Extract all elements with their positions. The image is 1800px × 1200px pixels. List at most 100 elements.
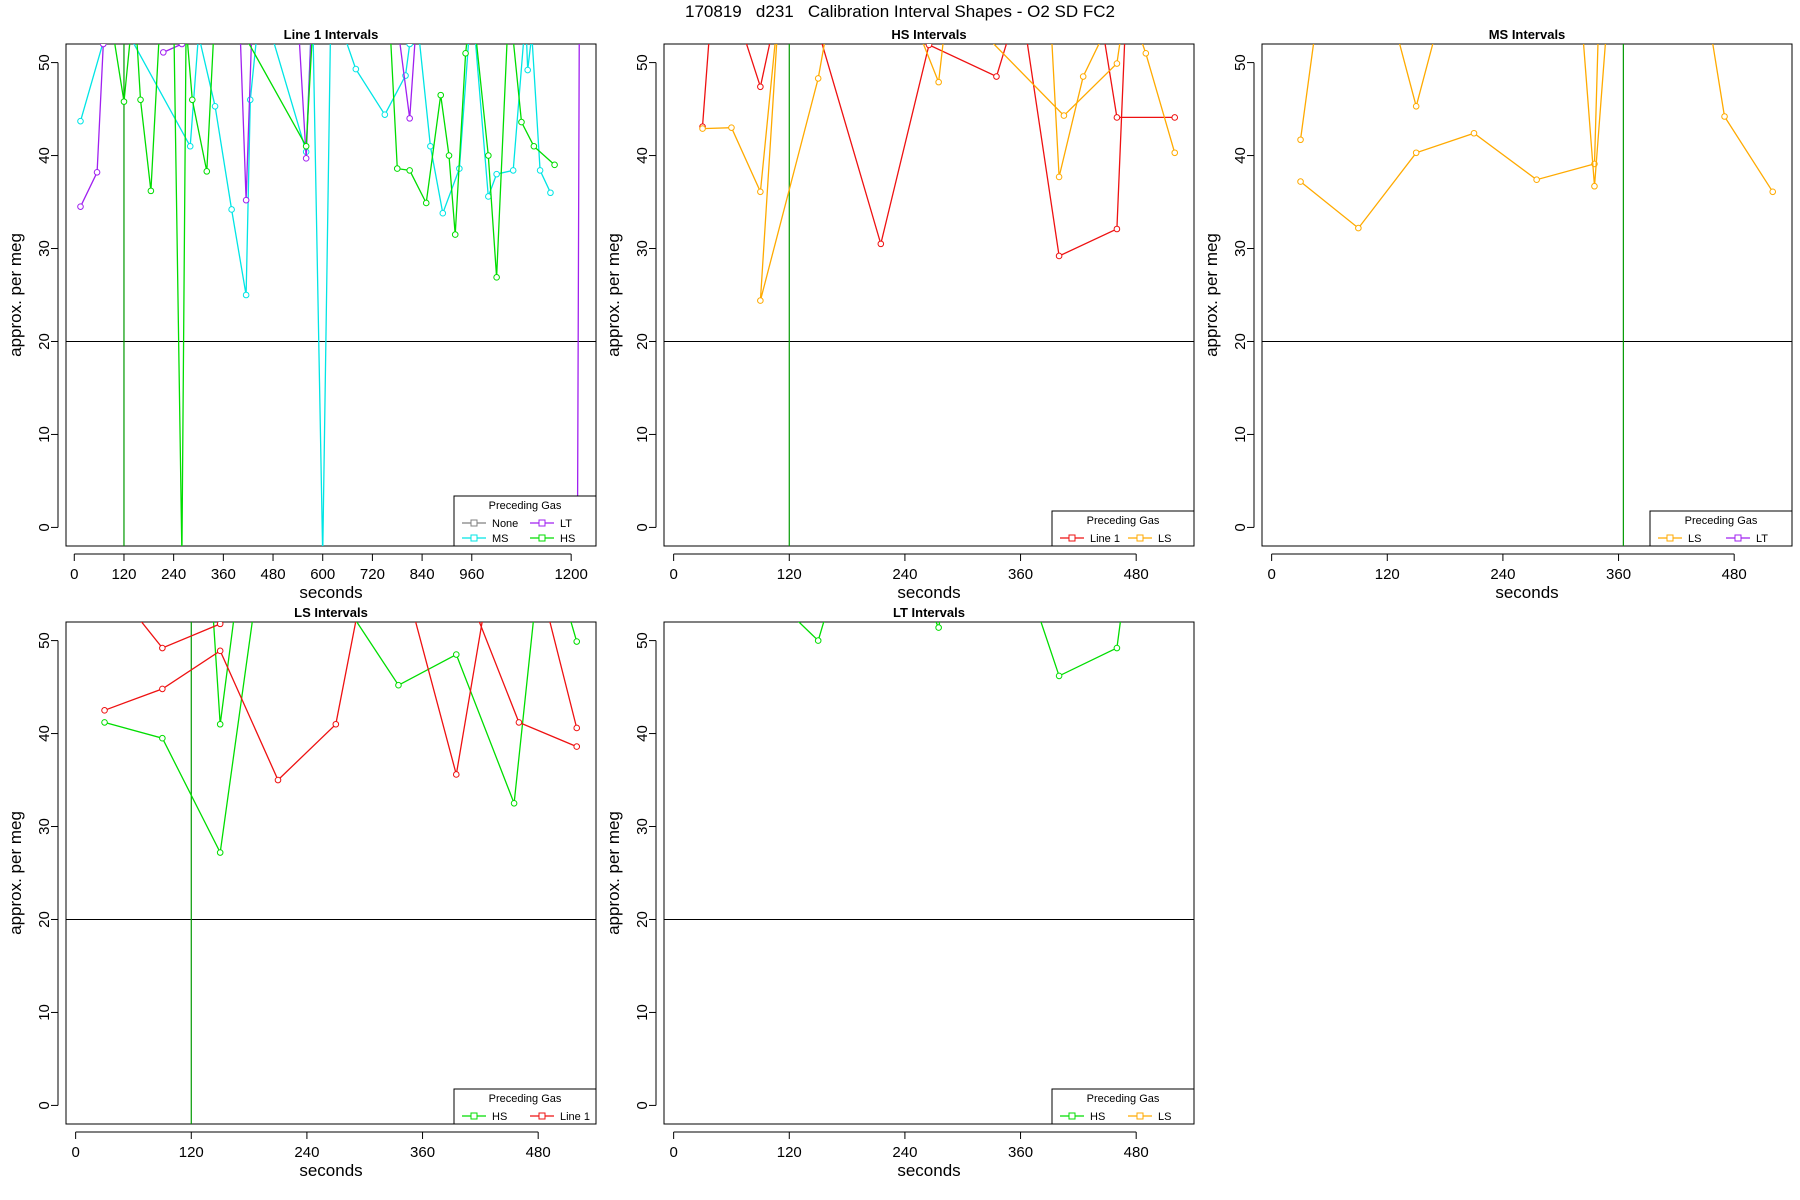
plot-frame bbox=[65, 43, 597, 547]
plot-area bbox=[664, 44, 1194, 546]
series-line bbox=[140, 622, 222, 649]
x-tick-label: 120 bbox=[1375, 566, 1400, 583]
legend-swatch-marker bbox=[470, 1112, 478, 1120]
legend-swatch-marker bbox=[1136, 534, 1144, 542]
y-tick-label: 20 bbox=[36, 911, 53, 928]
data-point bbox=[573, 638, 581, 645]
data-point bbox=[216, 720, 224, 728]
data-point bbox=[439, 209, 447, 217]
y-axis-label: approx. per meg bbox=[604, 811, 623, 935]
y-tick-label: 10 bbox=[36, 1004, 53, 1021]
data-point bbox=[246, 96, 254, 104]
data-point bbox=[159, 644, 166, 652]
data-point bbox=[510, 799, 518, 807]
data-point bbox=[1297, 178, 1304, 185]
data-point bbox=[422, 199, 430, 207]
data-point bbox=[485, 152, 492, 159]
y-tick-label: 0 bbox=[36, 1101, 53, 1109]
data-point bbox=[451, 231, 459, 238]
data-point bbox=[216, 622, 224, 628]
data-point bbox=[203, 168, 211, 175]
data-point bbox=[462, 49, 469, 57]
data-point bbox=[216, 647, 224, 655]
x-tick-label: 120 bbox=[111, 566, 136, 583]
series-line bbox=[104, 622, 578, 855]
data-point bbox=[274, 776, 282, 784]
legend-title: Preceding Gas bbox=[1685, 515, 1758, 527]
data-point bbox=[1113, 60, 1121, 67]
data-point bbox=[228, 206, 235, 213]
plot-area bbox=[1262, 44, 1792, 546]
data-point bbox=[395, 681, 402, 689]
chart-title: HS Intervals bbox=[891, 27, 966, 42]
x-axis-label: seconds bbox=[897, 583, 960, 602]
x-tick-label: 840 bbox=[410, 566, 435, 583]
data-point bbox=[178, 44, 186, 48]
x-tick-label: 120 bbox=[179, 1144, 204, 1161]
x-tick-label: 480 bbox=[1124, 1144, 1149, 1161]
data-point bbox=[1055, 252, 1063, 260]
chart-panel-3: MS Intervals 0 120 240 360 480 seconds 0 10 20 30 4… bbox=[1202, 27, 1793, 602]
y-tick-label: 50 bbox=[1232, 54, 1249, 71]
series-line-1 bbox=[101, 622, 483, 784]
data-point bbox=[493, 274, 500, 281]
x-axis: 0 120 240 360 480 seconds bbox=[71, 1131, 551, 1180]
x-tick-label: 360 bbox=[1606, 566, 1631, 583]
data-point bbox=[493, 170, 500, 178]
series-line bbox=[1051, 44, 1100, 178]
data-point bbox=[352, 65, 360, 73]
legend-entry: MS bbox=[492, 533, 509, 545]
x-axis-label: seconds bbox=[299, 1161, 362, 1180]
y-tick-label: 20 bbox=[36, 333, 53, 350]
y-tick-label: 10 bbox=[634, 1004, 651, 1021]
x-tick-label: 960 bbox=[459, 566, 484, 583]
x-axis: 0 120 240 360 480 seconds bbox=[669, 553, 1149, 602]
data-point bbox=[186, 142, 194, 150]
series-line-1 bbox=[140, 622, 224, 652]
series-line bbox=[163, 44, 580, 546]
data-point bbox=[1079, 73, 1087, 80]
data-point bbox=[242, 196, 250, 204]
y-axis: 0 10 20 30 40 50 approx. per meg bbox=[6, 632, 59, 1110]
x-tick-label: 480 bbox=[526, 1144, 551, 1161]
x-axis: 0 120 240 360 480 600 720 840 960 1200 seconds bbox=[70, 553, 588, 602]
data-point bbox=[1533, 176, 1540, 184]
plot-area bbox=[664, 622, 1194, 920]
data-point bbox=[1769, 188, 1777, 196]
legend-swatch-marker bbox=[1068, 1112, 1076, 1120]
y-axis-label: approx. per meg bbox=[604, 233, 623, 357]
data-point bbox=[1113, 644, 1121, 652]
y-tick-label: 0 bbox=[634, 1101, 651, 1109]
y-tick-label: 20 bbox=[634, 333, 651, 350]
y-tick-label: 10 bbox=[36, 426, 53, 443]
legend-title: Preceding Gas bbox=[489, 1093, 562, 1105]
y-axis: 0 10 20 30 40 50 approx. per meg bbox=[604, 632, 657, 1110]
chart-panel-4: LS Intervals 0 120 240 360 480 seconds 0 10 20 30 4… bbox=[6, 605, 597, 1180]
data-point bbox=[1113, 114, 1121, 121]
x-tick-label: 360 bbox=[410, 1144, 435, 1161]
chart-title: LS Intervals bbox=[294, 605, 368, 620]
y-axis: 0 10 20 30 40 50 approx. per meg bbox=[6, 54, 59, 532]
legend-swatch-marker bbox=[538, 519, 546, 527]
series-line bbox=[549, 622, 578, 729]
data-point bbox=[445, 152, 453, 159]
data-point bbox=[1055, 173, 1063, 181]
x-tick-label: 120 bbox=[777, 566, 802, 583]
data-point bbox=[1113, 225, 1121, 233]
series-line bbox=[1582, 44, 1774, 193]
legend-title: Preceding Gas bbox=[1087, 515, 1160, 527]
data-point bbox=[159, 734, 166, 742]
data-point bbox=[1355, 224, 1362, 232]
legend: Preceding Gas HS LS bbox=[1051, 1088, 1195, 1125]
y-tick-label: 50 bbox=[36, 632, 53, 649]
y-tick-label: 40 bbox=[36, 725, 53, 742]
data-point bbox=[1591, 182, 1598, 190]
data-point bbox=[452, 771, 460, 778]
series-line bbox=[79, 44, 552, 546]
y-tick-label: 20 bbox=[1232, 333, 1249, 350]
data-point bbox=[302, 155, 310, 162]
data-point bbox=[877, 240, 885, 248]
y-axis-label: approx. per meg bbox=[6, 811, 25, 935]
data-point bbox=[1142, 49, 1150, 57]
plot-area bbox=[66, 622, 596, 1124]
